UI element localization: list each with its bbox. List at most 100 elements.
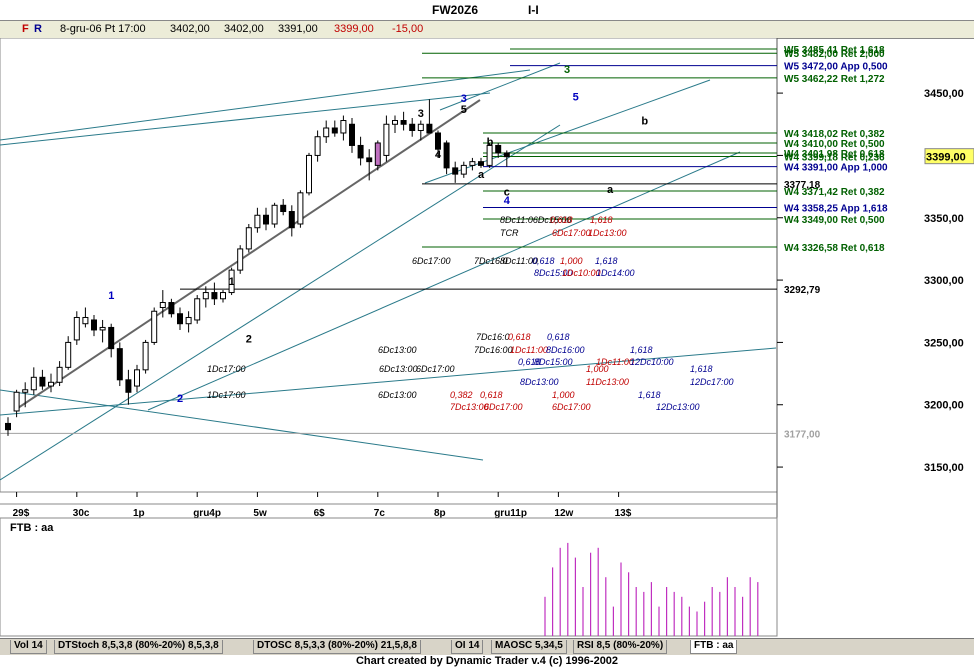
time-projection-label: 1,618 [638, 390, 661, 400]
candle-body [263, 214, 269, 225]
time-projection-label: 1Dc13:00 [588, 228, 627, 238]
time-projection-label: 12Dc17:00 [690, 377, 734, 387]
candle-body [271, 204, 278, 225]
time-projection-label: 12Dc13:00 [656, 402, 700, 412]
level-label: W5 3485,41 Ret 1,618 [784, 45, 885, 56]
wave-label: b [487, 136, 494, 148]
candle-body [495, 144, 502, 154]
indicator-tab[interactable]: MAOSC 5,34,5 [491, 640, 567, 654]
trend-line [0, 347, 777, 416]
bar-low: 3391,00 [278, 23, 318, 35]
candle-body [245, 227, 252, 250]
date-tick-label: 30c [73, 508, 90, 519]
bar-high: 3402,00 [224, 23, 264, 35]
candle-body [168, 302, 175, 315]
time-projection-label: 1Dc14:00 [596, 268, 635, 278]
level-label: 3292,79 [784, 285, 821, 296]
time-projection-label: 0,618 [550, 215, 573, 225]
y-tick-label: 3450,00 [924, 88, 964, 100]
wave-label: b [641, 115, 648, 127]
candle-body [323, 127, 330, 138]
wave-label: c [504, 186, 510, 198]
candle-body [331, 127, 338, 134]
indicator-tab[interactable]: DTOSC 8,5,3,3 (80%-20%) 21,5,8,8 [253, 640, 421, 654]
level-label: W4 3349,00 Ret 0,500 [784, 215, 885, 226]
candle-body [288, 211, 295, 229]
candle-body [409, 123, 416, 131]
level-label: W4 3391,00 App 1,000 [784, 163, 888, 174]
candle-body [82, 316, 89, 325]
time-projection-label: 1Dc10:00 [562, 268, 601, 278]
time-projection-label: 6Dc13:00 [378, 390, 417, 400]
candle-body [443, 142, 450, 169]
level-label: W4 3399,18 Ret 0,236 [784, 152, 885, 163]
candle-body [185, 316, 192, 325]
level-label: W5 3462,22 Ret 1,272 [784, 74, 885, 85]
indicator-tab[interactable]: DTStoch 8,5,3,8 (80%-20%) 8,5,3,8 [54, 640, 223, 654]
time-projection-label: 6Dc13:00 [378, 345, 417, 355]
bar-date: 8-gru-06 Pt 17:00 [60, 23, 146, 35]
indicator-tab[interactable]: RSI 8,5 (80%-20%) [573, 640, 668, 654]
indicator-tab[interactable]: OI 14 [451, 640, 484, 654]
time-projection-label: 0,618 [518, 357, 541, 367]
level-label: W4 3326,58 Ret 0,618 [784, 243, 885, 254]
level-label: 3377,18 [784, 180, 821, 191]
level-label: W5 3482,00 Ret 2,000 [784, 49, 885, 60]
time-projection-label: 1,000 [560, 256, 583, 266]
trend-line [147, 151, 741, 411]
wave-label: 3 [564, 64, 570, 76]
date-tick-label: 12w [554, 508, 573, 519]
candle-body [125, 379, 132, 393]
plot-frame [0, 38, 778, 493]
time-projection-label: 7Dc16:00 [474, 345, 513, 355]
time-projection-label: 7Dc16:0 [474, 256, 508, 266]
level-label: W4 3410,00 Ret 0,500 [784, 139, 885, 150]
candle-body [13, 391, 20, 412]
date-tick-label: 6$ [314, 508, 326, 519]
candle-body [99, 326, 106, 331]
time-projection-label: 1,618 [590, 215, 613, 225]
wave-label: 4 [504, 195, 511, 207]
y-tick-label: 3350,00 [924, 213, 964, 225]
candle-body [306, 154, 312, 194]
time-projection-label: 6Dc17:00 [484, 402, 523, 412]
candle-body [39, 376, 46, 387]
time-projection-label: 8Dc15:00 [534, 357, 573, 367]
candle-body [452, 167, 459, 175]
r-button[interactable]: R [34, 23, 42, 35]
indicator-name: FTB : aa [10, 522, 54, 534]
window-title-bar: FW20Z6 I-I [0, 0, 974, 20]
candle-body [48, 381, 54, 387]
candle-body [435, 132, 441, 150]
wave-label: a [607, 184, 614, 196]
time-projection-label: 6Dc17:00 [416, 364, 455, 374]
price-chart[interactable]: 3150,003200,003250,003300,003350,003400,… [0, 38, 974, 638]
candle-body [151, 310, 158, 343]
candle-body [297, 192, 304, 225]
level-label: W4 3358,25 App 1,618 [784, 203, 888, 214]
indicator-tab[interactable]: FTB : aa [690, 640, 738, 654]
candle-body [202, 292, 209, 300]
level-label: W4 3371,42 Ret 0,382 [784, 187, 885, 198]
indicator-tab[interactable]: Vol 14 [10, 640, 47, 654]
time-projection-label: 6Dc13:00 [379, 364, 418, 374]
bar-open: 3402,00 [170, 23, 210, 35]
f-button[interactable]: F [22, 23, 29, 35]
candle-body [374, 142, 381, 166]
candle-body [503, 152, 510, 158]
time-projection-label: 6Dc17:00 [552, 228, 591, 238]
bar-close: 3399,00 [334, 23, 374, 35]
current-price-label: 3399,00 [926, 152, 966, 164]
candle-body [237, 248, 244, 271]
time-projection-label: 1Dc17:00 [207, 390, 246, 400]
wave-label: 5 [461, 104, 467, 116]
candle-body [486, 144, 493, 166]
time-projection-label: 7Dc16:0 [476, 332, 510, 342]
candle-body [314, 136, 321, 156]
footer-credit: Chart created by Dynamic Trader v.4 (c) … [355, 655, 619, 667]
candle-body [349, 123, 355, 146]
time-projection-label: 1,618 [595, 256, 618, 266]
symbol-title: FW20Z6 [432, 3, 479, 17]
time-projection-label: 8Dc15:00 [534, 268, 573, 278]
time-projection-label: 1Dc11:00 [510, 345, 548, 355]
